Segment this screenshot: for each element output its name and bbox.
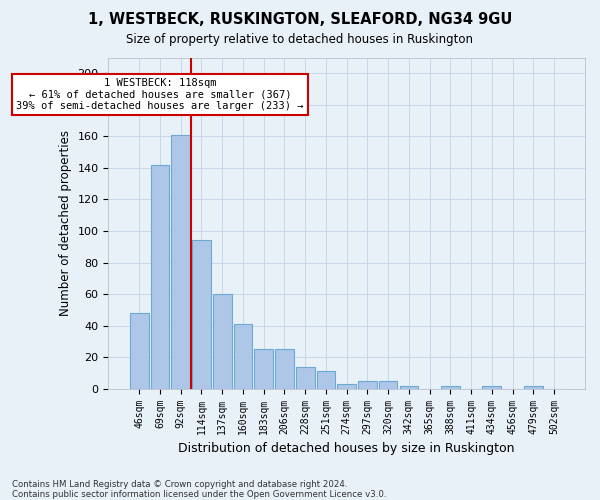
- Y-axis label: Number of detached properties: Number of detached properties: [59, 130, 72, 316]
- Bar: [524, 386, 542, 388]
- Bar: [379, 381, 397, 388]
- Bar: [482, 386, 501, 388]
- Bar: [358, 381, 377, 388]
- Bar: [400, 386, 418, 388]
- Bar: [151, 164, 169, 388]
- Text: 1, WESTBECK, RUSKINGTON, SLEAFORD, NG34 9GU: 1, WESTBECK, RUSKINGTON, SLEAFORD, NG34 …: [88, 12, 512, 28]
- Bar: [296, 366, 314, 388]
- Bar: [213, 294, 232, 388]
- Bar: [254, 350, 273, 389]
- Text: 1 WESTBECK: 118sqm
← 61% of detached houses are smaller (367)
39% of semi-detach: 1 WESTBECK: 118sqm ← 61% of detached hou…: [16, 78, 304, 111]
- X-axis label: Distribution of detached houses by size in Ruskington: Distribution of detached houses by size …: [178, 442, 515, 455]
- Bar: [192, 240, 211, 388]
- Bar: [233, 324, 252, 388]
- Bar: [317, 372, 335, 388]
- Bar: [172, 135, 190, 388]
- Text: Contains public sector information licensed under the Open Government Licence v3: Contains public sector information licen…: [12, 490, 386, 499]
- Text: Contains HM Land Registry data © Crown copyright and database right 2024.: Contains HM Land Registry data © Crown c…: [12, 480, 347, 489]
- Bar: [441, 386, 460, 388]
- Bar: [275, 350, 294, 389]
- Text: Size of property relative to detached houses in Ruskington: Size of property relative to detached ho…: [127, 32, 473, 46]
- Bar: [130, 313, 149, 388]
- Bar: [337, 384, 356, 388]
